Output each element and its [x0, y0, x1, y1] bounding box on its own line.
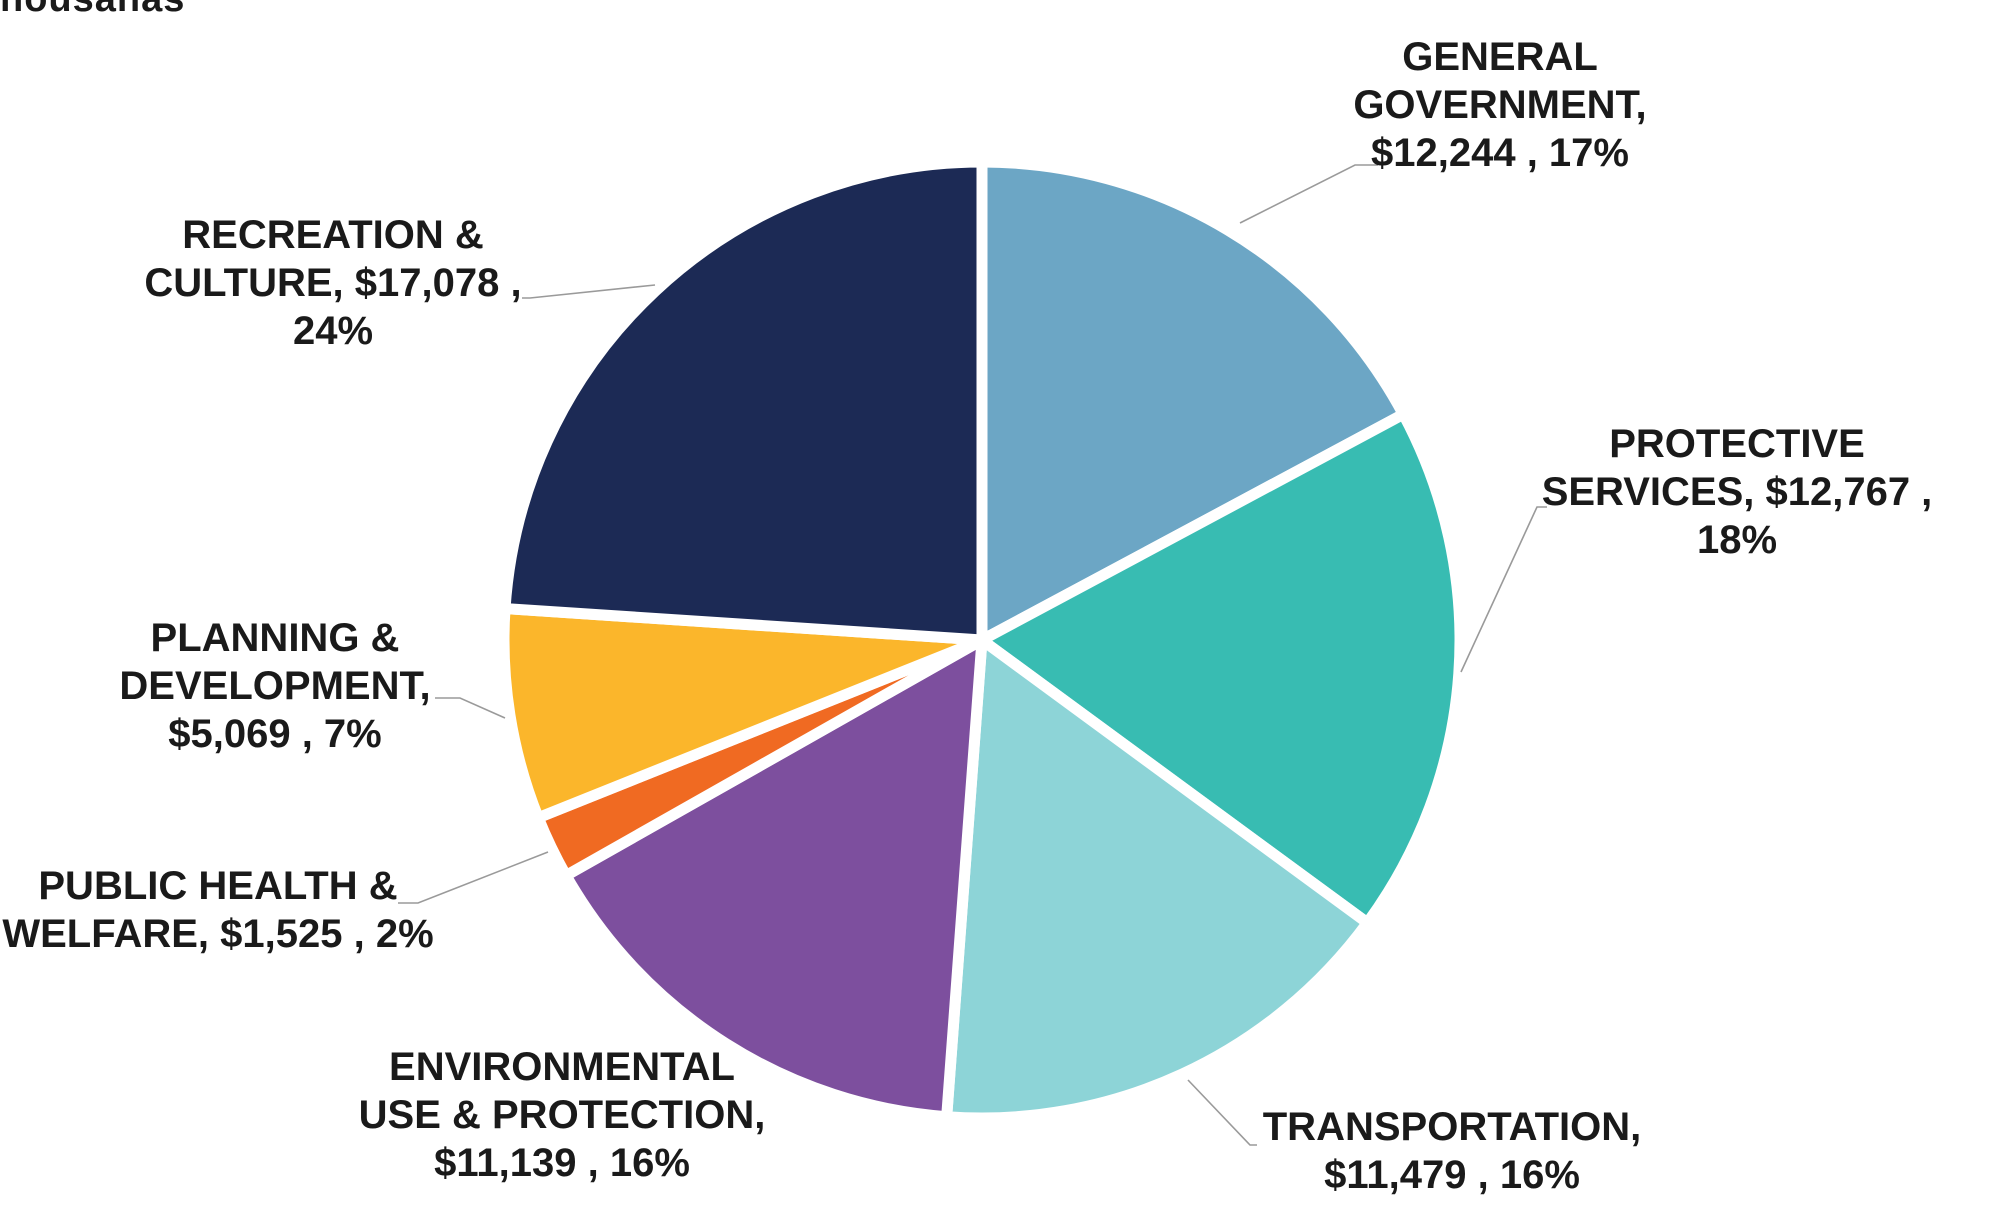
pie-slices [498, 156, 1466, 1124]
slice-label-line: CULTURE, $17,078 , [144, 261, 521, 305]
slice-label-line: PUBLIC HEALTH & [38, 864, 397, 908]
pie-slice-recreation [499, 156, 988, 646]
slice-label-line: $12,244 , 17% [1371, 131, 1629, 175]
leader-line-recreation [522, 284, 656, 299]
leader-line-planning [435, 697, 506, 719]
chart-title-fragment: nousanas [0, 0, 185, 21]
slice-label-line: PLANNING & [151, 616, 400, 660]
slice-label-line: GOVERNMENT, [1353, 83, 1646, 127]
slice-label-environmental: ENVIRONMENTAL USE & PROTECTION, $11,139 , … [359, 1045, 766, 1185]
slice-label-line: GENERAL [1402, 35, 1598, 79]
leader-line-public-health [398, 851, 549, 904]
slice-label-line: DEVELOPMENT, [119, 664, 430, 708]
pie-slice-general-government [976, 156, 1411, 650]
slice-label-public-health: PUBLIC HEALTH & WELFARE, $1,525 , 2% [2, 864, 433, 956]
slice-label-line: TRANSPORTATION, [1263, 1105, 1642, 1149]
leader-line-transportation [1187, 1079, 1257, 1146]
slice-label-transportation: TRANSPORTATION, $11,479 , 16% [1263, 1105, 1642, 1197]
pie-slice-protective-services [971, 406, 1466, 931]
slice-label-general-government: GENERAL GOVERNMENT, $12,244 , 17% [1353, 35, 1646, 175]
slice-label-protective-services: PROTECTIVE SERVICES, $12,767 , 18% [1542, 422, 1933, 562]
slice-label-line: $5,069 , 7% [168, 712, 382, 756]
slice-label-line: 24% [293, 309, 373, 353]
slice-label-line: WELFARE, $1,525 , 2% [2, 912, 433, 956]
slice-label-line: ENVIRONMENTAL [389, 1045, 735, 1089]
pie-slice-planning [498, 602, 985, 825]
slice-label-line: $11,479 , 16% [1324, 1153, 1580, 1197]
leader-lines [398, 164, 1547, 1146]
pie-slice-transportation [940, 629, 1376, 1124]
slice-label-planning: PLANNING & DEVELOPMENT, $5,069 , 7% [119, 616, 430, 756]
slice-label-line: USE & PROTECTION, [359, 1093, 766, 1137]
pie-slice-environmental [558, 630, 989, 1123]
slice-labels: GENERAL GOVERNMENT, $12,244 , 17% PROTECTIV… [2, 35, 1932, 1197]
slice-label-line: 18% [1697, 518, 1777, 562]
leader-line-general-government [1239, 164, 1378, 224]
leader-line-protective-services [1460, 506, 1547, 673]
slice-label-line: PROTECTIVE [1609, 422, 1865, 466]
slice-label-recreation: RECREATION & CULTURE, $17,078 , 24% [144, 213, 521, 353]
slice-label-line: SERVICES, $12,767 , [1542, 470, 1933, 514]
slice-label-line: $11,139 , 16% [434, 1141, 690, 1185]
slice-label-line: RECREATION & [182, 213, 483, 257]
